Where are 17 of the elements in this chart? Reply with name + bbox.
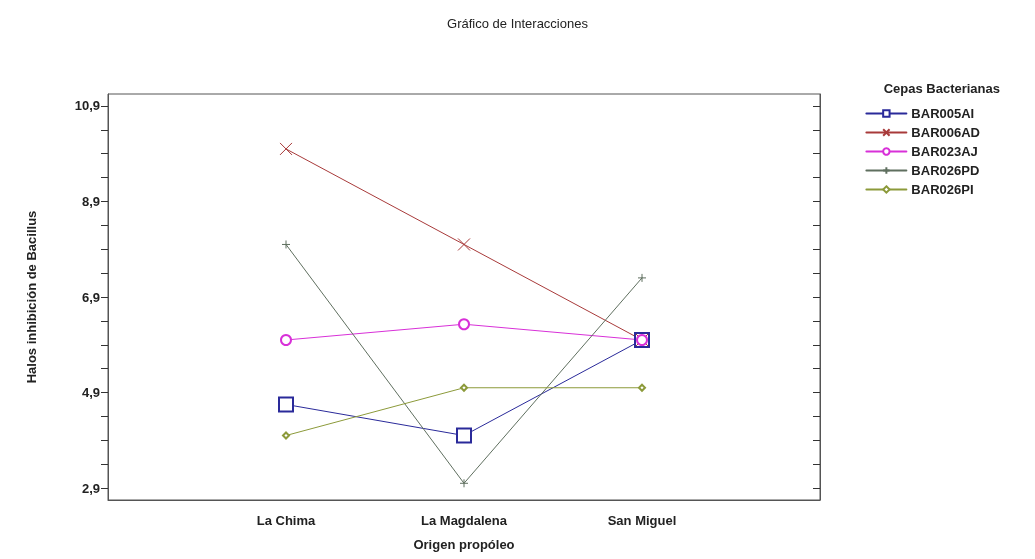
x-tick-label: La Magdalena — [421, 513, 508, 528]
legend-label: BAR023AJ — [911, 144, 978, 159]
y-tick-label: 8,9 — [81, 193, 100, 209]
chart-title: Gráfico de Interacciones — [447, 16, 589, 31]
x-axis-title: Origen propóleo — [413, 537, 515, 552]
legend-label: BAR006AD — [911, 125, 981, 140]
y-axis-title: Halos inhibición de Bacillus — [24, 210, 39, 384]
legend-title: Cepas Bacterianas — [883, 81, 1000, 96]
y-tick-label: 2,9 — [81, 480, 100, 496]
y-tick-label: 6,9 — [81, 289, 100, 305]
x-tick-label: San Miguel — [607, 513, 677, 528]
legend-label: BAR026PI — [911, 182, 974, 197]
y-tick-label: 10,9 — [74, 98, 100, 114]
y-tick-label: 4,9 — [81, 385, 100, 401]
legend-label: BAR005AI — [911, 106, 975, 121]
legend-label: BAR026PD — [911, 163, 980, 178]
x-tick-label: La Chima — [256, 513, 317, 528]
